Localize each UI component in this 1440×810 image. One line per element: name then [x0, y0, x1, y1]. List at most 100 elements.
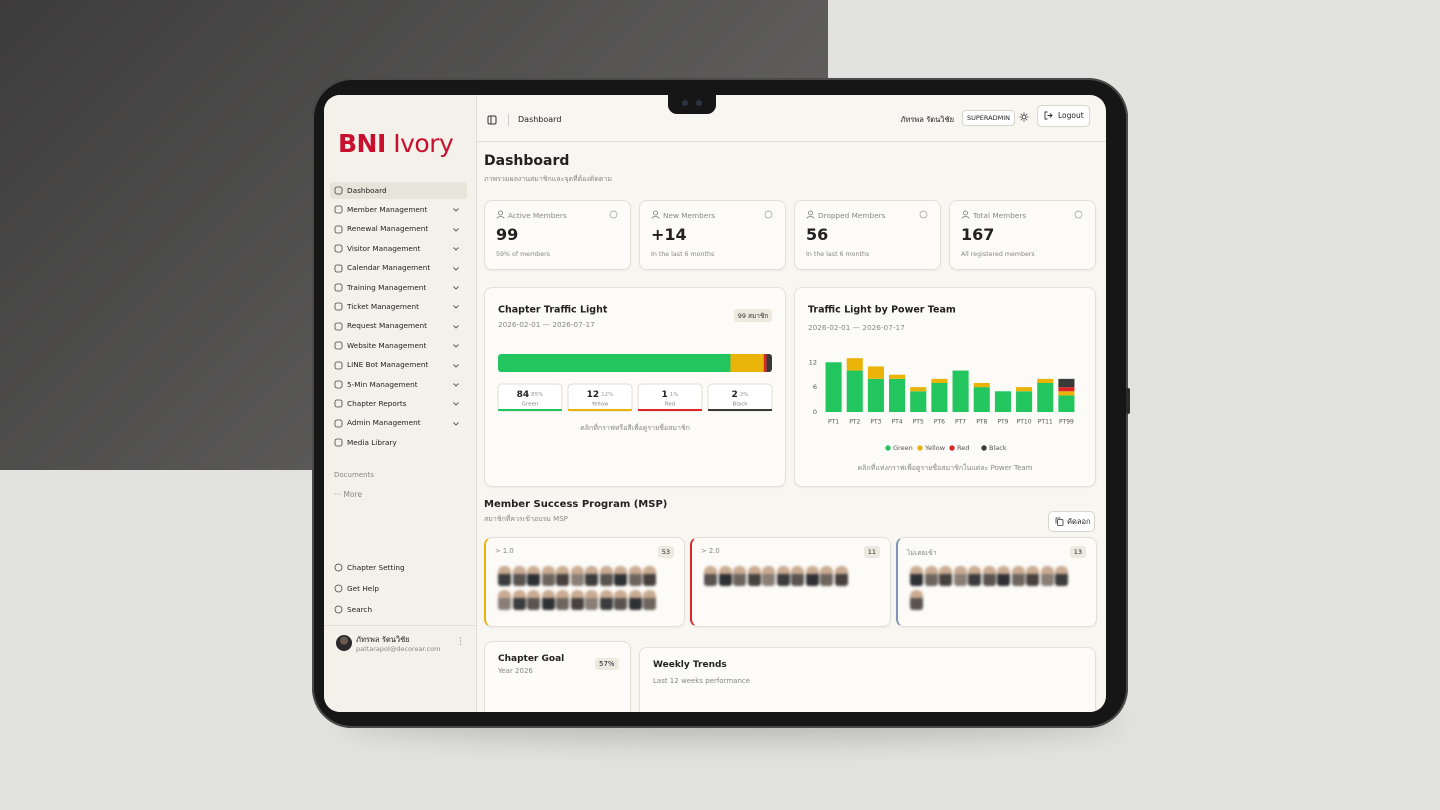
- info-icon-shape: [1074, 210, 1083, 219]
- user-email: pattarapol@decorear.com: [356, 645, 441, 653]
- member-avatar: [1055, 566, 1068, 586]
- menu-icon: [334, 225, 343, 234]
- x-tick-label: PT11: [1038, 419, 1053, 426]
- chevron: [453, 266, 459, 271]
- more-link[interactable]: ··· More: [334, 490, 363, 499]
- menu-item[interactable]: Calendar Management: [330, 260, 467, 277]
- y-tick-label: 6: [813, 383, 817, 391]
- member-avatar: [910, 590, 923, 610]
- member-avatar: [599, 566, 613, 586]
- sidebar-toggle[interactable]: [487, 115, 497, 125]
- msp-label: ไม่เคยเข้า: [907, 549, 937, 557]
- menu-icon: [334, 605, 343, 614]
- chevron: [453, 421, 459, 426]
- member-avatar: [614, 566, 627, 586]
- member-avatar: [820, 566, 833, 586]
- menu-icon-shape: [334, 605, 343, 614]
- bar-segment: [766, 354, 772, 372]
- stat-card: Total Members 167 All registered members: [949, 200, 1096, 270]
- header: Dashboard ภัทรพล รัตนวิชัย SUPERADMIN Lo…: [476, 95, 1106, 142]
- info-icon: [1074, 210, 1083, 219]
- theme-toggle[interactable]: [1019, 112, 1029, 122]
- bar-segment: [498, 354, 731, 372]
- menu-item[interactable]: LINE Bot Management: [330, 357, 467, 374]
- sun-icon: [1019, 112, 1029, 122]
- chevron-path: [453, 383, 459, 387]
- stat-note: 59% of members: [496, 251, 550, 258]
- menu-label: Chapter Reports: [347, 398, 407, 408]
- stat-card: New Members +14 In the last 6 months: [639, 200, 786, 270]
- segment-share: 1%: [670, 392, 679, 398]
- stat-icon-head: [963, 210, 968, 216]
- legend-value: 2 2%: [732, 390, 749, 400]
- legend-name: Red: [665, 402, 675, 408]
- chevron-path: [453, 286, 459, 290]
- menu-item[interactable]: Dashboard: [330, 182, 467, 199]
- menu-item[interactable]: Chapter Reports: [330, 395, 467, 412]
- member-avatar: [628, 566, 642, 586]
- menu-label: Calendar Management: [347, 263, 431, 273]
- x-tick-label: PT6: [934, 419, 945, 426]
- msp-label: > 1.0: [495, 547, 514, 555]
- card-subtitle: Last 12 weeks performance: [653, 677, 751, 685]
- user-menu-button[interactable]: ⋮: [456, 637, 465, 647]
- sidebar: BNI Ivory Dashboard Member Management Rene…: [324, 95, 477, 712]
- chevron: [453, 247, 459, 251]
- member-avatar: [556, 566, 569, 586]
- menu-label: Search: [347, 604, 373, 614]
- member-avatar: [599, 590, 613, 610]
- menu-item[interactable]: Ticket Management: [330, 298, 467, 315]
- menu-item[interactable]: 5-Min Management: [330, 376, 467, 393]
- msp-card[interactable]: > 2.0 11: [690, 537, 891, 627]
- info-icon: [609, 210, 618, 219]
- card-title: Weekly Trends: [653, 660, 727, 670]
- chevron-path: [453, 247, 459, 251]
- logout-button[interactable]: Logout: [1037, 105, 1090, 127]
- menu-item[interactable]: Training Management: [330, 279, 467, 296]
- goal-badge: 57%: [595, 658, 619, 670]
- stat-icon-body: [651, 216, 660, 219]
- chevron-path: [453, 208, 459, 213]
- menu-item[interactable]: Request Management: [330, 318, 467, 335]
- menu-item[interactable]: Media Library: [330, 434, 467, 451]
- x-tick-label: PT2: [849, 419, 860, 426]
- logout-label: Logout: [1058, 111, 1084, 120]
- msp-card[interactable]: > 1.0 53: [484, 537, 685, 627]
- copy-button[interactable]: คัดลอก: [1048, 511, 1095, 532]
- chevron: [453, 208, 459, 213]
- traffic-light-card: Chapter Traffic Light 2026-02-01 — 2026-0…: [484, 287, 786, 487]
- menu-icon-shape: [334, 419, 343, 428]
- footer-menu-item[interactable]: Search: [330, 601, 467, 618]
- screen: BNI Ivory Dashboard Member Management Rene…: [324, 95, 1106, 712]
- info-icon-shape: [764, 210, 773, 219]
- menu-item[interactable]: Website Management: [330, 337, 467, 354]
- x-tick-label: PT3: [870, 419, 881, 426]
- chevron-path: [453, 324, 459, 329]
- copy-label: คัดลอก: [1067, 517, 1091, 526]
- stat-value: 167: [961, 225, 995, 244]
- menu-icon-shape: [334, 361, 343, 369]
- menu-item[interactable]: Visitor Management: [330, 240, 467, 257]
- member-avatar: [570, 590, 584, 610]
- bar-segment: [1058, 395, 1075, 412]
- user-profile[interactable]: ภัทรพล รัตนวิชัย pattarapol@decorear.com…: [324, 625, 476, 666]
- menu-item[interactable]: Admin Management: [330, 415, 467, 432]
- menu-label: Training Management: [347, 282, 427, 292]
- logo-brand: BNI: [338, 129, 386, 158]
- chevron: [453, 227, 459, 232]
- copy-icon-path: [1055, 517, 1061, 524]
- footer-menu-item[interactable]: Get Help: [330, 580, 467, 597]
- x-tick-label: PT9: [997, 419, 1008, 426]
- footer-menu-item[interactable]: Chapter Setting: [330, 559, 467, 576]
- member-avatar: [924, 566, 938, 586]
- legend-box-accent: [568, 409, 632, 411]
- menu-item[interactable]: Member Management: [330, 201, 467, 218]
- menu-item[interactable]: Renewal Management: [330, 221, 467, 238]
- msp-count: 53: [657, 546, 674, 558]
- chevron: [453, 324, 459, 329]
- msp-card[interactable]: ไม่เคยเข้า 13: [896, 537, 1097, 627]
- page-title: Dashboard: [484, 153, 570, 169]
- menu-label: Website Management: [347, 340, 427, 350]
- bar-segment: [1058, 391, 1075, 396]
